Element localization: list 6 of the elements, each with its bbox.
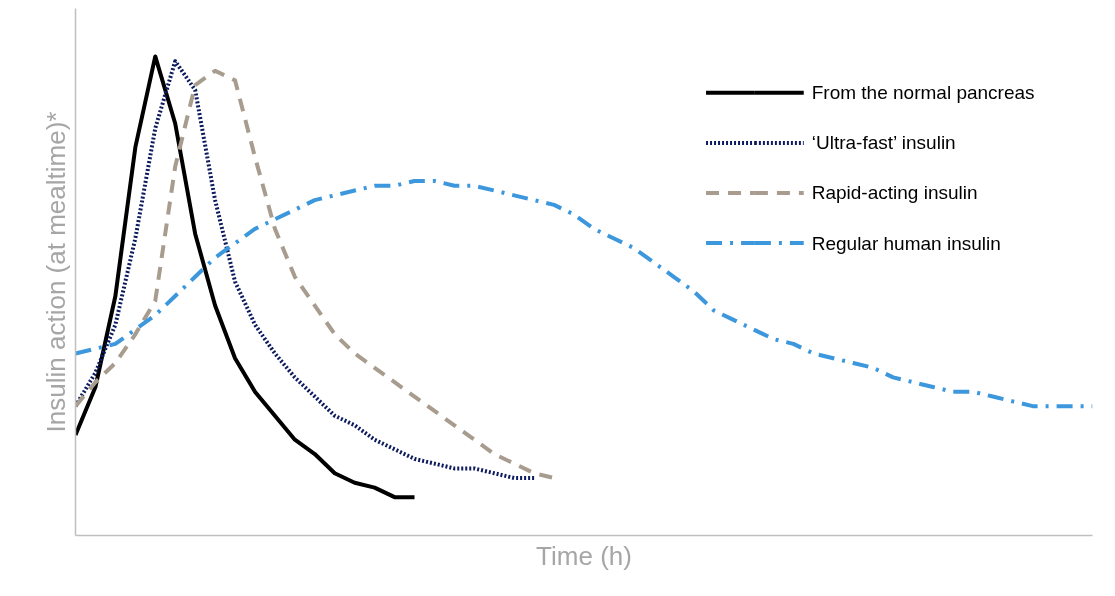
- legend-label: From the normal pancreas: [811, 82, 1035, 104]
- legend-label: Rapid-acting insulin: [811, 182, 978, 204]
- legend-label: Regular human insulin: [811, 232, 1001, 254]
- y-axis-title: Insulin action (at mealtime)*: [40, 111, 71, 433]
- x-axis-title: Time (h): [536, 540, 632, 571]
- legend-label: ‘Ultra-fast’ insulin: [811, 132, 956, 154]
